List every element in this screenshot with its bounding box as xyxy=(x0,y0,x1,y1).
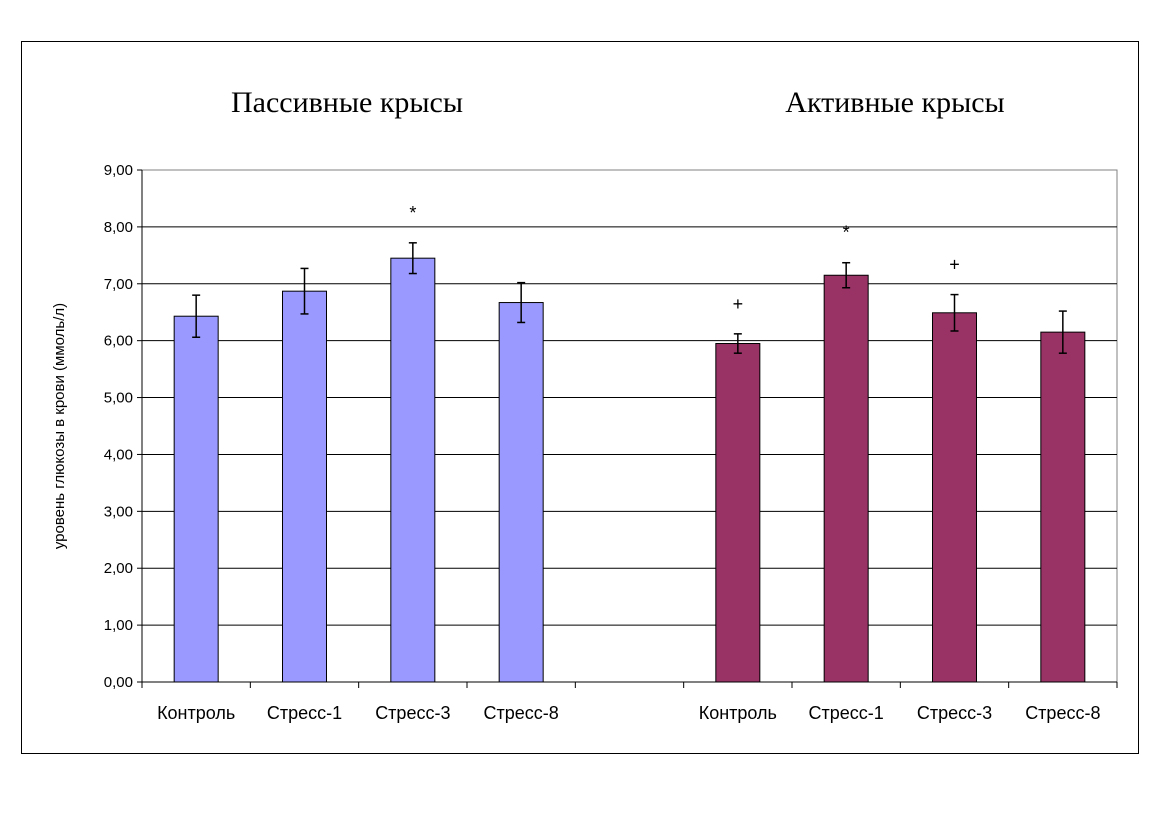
bar xyxy=(823,274,869,683)
y-tick-label: 6,00 xyxy=(104,333,133,350)
category-label: Стресс-8 xyxy=(1025,703,1100,723)
bar xyxy=(498,302,544,683)
y-tick-label: 0,00 xyxy=(104,674,133,691)
significance-mark: * xyxy=(843,223,850,243)
y-tick-label: 1,00 xyxy=(104,617,133,634)
bar xyxy=(715,343,761,683)
category-label: Контроль xyxy=(157,703,235,723)
y-tick-label: 5,00 xyxy=(104,390,133,407)
significance-mark: * xyxy=(409,203,416,223)
y-tick-label: 7,00 xyxy=(104,276,133,293)
group-title: Пассивные крысы xyxy=(231,86,463,119)
bar xyxy=(173,315,219,683)
category-label: Стресс-3 xyxy=(917,703,992,723)
category-label: Стресс-3 xyxy=(375,703,450,723)
category-label: Контроль xyxy=(699,703,777,723)
y-tick-label: 9,00 xyxy=(104,162,133,179)
bar xyxy=(932,312,977,683)
y-tick-label: 4,00 xyxy=(104,446,133,463)
category-label: Стресс-1 xyxy=(809,703,884,723)
category-label: Стресс-8 xyxy=(484,703,559,723)
y-axis-title: уровень глюкозы в крови (ммоль/л) xyxy=(51,303,68,549)
bar xyxy=(390,257,436,683)
group-title: Активные крысы xyxy=(785,86,1004,119)
bar xyxy=(1040,331,1086,683)
category-label: Стресс-1 xyxy=(267,703,342,723)
bar xyxy=(282,290,327,683)
y-tick-label: 2,00 xyxy=(104,560,133,577)
y-tick-label: 3,00 xyxy=(104,503,133,520)
y-tick-label: 8,00 xyxy=(104,219,133,236)
significance-mark: + xyxy=(733,294,744,314)
significance-mark: + xyxy=(949,255,960,275)
